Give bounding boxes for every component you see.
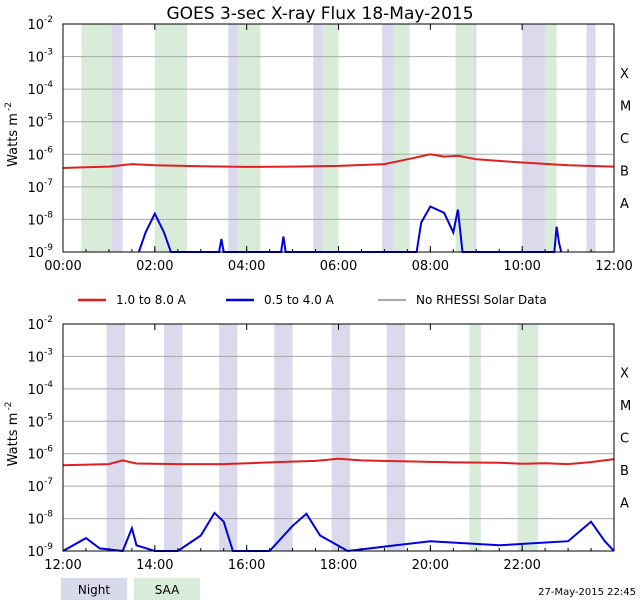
plot-frame — [62, 23, 615, 253]
night-band — [331, 324, 350, 551]
y-tick-label: 10 — [27, 415, 44, 430]
x-tick-label: 00:00 — [44, 259, 81, 274]
flare-class-label: C — [620, 432, 629, 447]
y-tick-label: 10 — [27, 246, 44, 261]
x-tick-label: 22:00 — [503, 558, 540, 573]
y-tick-label: 10 — [27, 480, 44, 495]
y-axis-label-group: Watts m -2 — [4, 102, 21, 167]
night-band — [386, 324, 406, 551]
y-tick-exponent: -4 — [44, 380, 53, 390]
night-band — [219, 324, 238, 551]
y-tick-label: 10 — [27, 318, 44, 333]
flare-class-label: M — [620, 99, 631, 114]
saa-band — [455, 24, 474, 252]
y-tick-label: 10 — [27, 383, 44, 398]
flare-class-label: B — [620, 464, 629, 479]
y-tick-label: 10 — [27, 51, 44, 66]
y-tick-label: 10 — [27, 213, 44, 228]
y-tick-label: 10 — [27, 18, 44, 33]
x-tick-label: 16:00 — [228, 558, 265, 573]
y-tick-exponent: -6 — [44, 445, 53, 455]
y-tick-label: 10 — [27, 181, 44, 196]
night-band — [106, 324, 125, 551]
night-band — [274, 324, 293, 551]
y-tick-exponent: -2 — [44, 15, 53, 25]
y-tick-label: 10 — [27, 83, 44, 98]
x-tick-label: 12:00 — [44, 558, 81, 573]
flare-class-label: B — [620, 165, 629, 180]
saa-band — [517, 324, 539, 551]
y-tick-exponent: -9 — [44, 243, 53, 253]
saa-band — [469, 324, 481, 551]
x-tick-label: 02:00 — [136, 259, 173, 274]
long-channel-series — [62, 457, 615, 467]
night-band — [522, 24, 546, 252]
shading-legend-swatch — [134, 578, 200, 600]
y-tick-exponent: -8 — [44, 210, 53, 220]
long-channel-series — [62, 153, 615, 169]
flare-class-label: M — [620, 399, 631, 414]
y-tick-exponent: -6 — [44, 145, 53, 155]
saa-band — [322, 24, 339, 252]
y-tick-exponent: -7 — [44, 178, 53, 188]
short-channel-series — [137, 205, 563, 253]
y-tick-exponent: -5 — [44, 113, 53, 123]
y-axis-label-exponent: -2 — [4, 402, 14, 411]
y-tick-exponent: -5 — [44, 412, 53, 422]
x-tick-label: 06:00 — [320, 259, 357, 274]
y-tick-label: 10 — [27, 545, 44, 560]
shading-legend-label: Night — [78, 583, 111, 597]
saa-band — [81, 24, 112, 252]
flare-class-label: A — [620, 496, 629, 511]
flare-class-label: X — [620, 67, 629, 82]
x-tick-label: 04:00 — [228, 259, 265, 274]
night-band — [313, 24, 323, 252]
night-band — [228, 24, 238, 252]
night-band — [586, 24, 596, 252]
y-tick-label: 10 — [27, 148, 44, 163]
y-tick-label: 10 — [27, 513, 44, 528]
y-tick-exponent: -3 — [44, 347, 53, 357]
saa-band — [545, 24, 557, 252]
legend-label: 1.0 to 8.0 A — [116, 293, 187, 307]
timestamp: 27-May-2015 22:45 — [538, 587, 636, 598]
x-tick-label: 20:00 — [412, 558, 449, 573]
y-tick-exponent: -3 — [44, 48, 53, 58]
plot-frame — [62, 323, 615, 552]
night-band — [111, 24, 123, 252]
flare-class-label: A — [620, 197, 629, 212]
y-tick-exponent: -8 — [44, 510, 53, 520]
legend-label: No RHESSI Solar Data — [416, 293, 547, 307]
y-tick-exponent: -2 — [44, 315, 53, 325]
night-band — [164, 324, 183, 551]
saa-band — [393, 24, 410, 252]
legend-label: 0.5 to 4.0 A — [264, 293, 335, 307]
y-axis-label: Watts m — [6, 113, 21, 167]
x-tick-label: 12:00 — [595, 259, 632, 274]
x-tick-label: 08:00 — [412, 259, 449, 274]
y-tick-label: 10 — [27, 350, 44, 365]
chart-title: GOES 3-sec X-ray Flux 18-May-2015 — [166, 4, 473, 24]
flare-class-label: C — [620, 132, 629, 147]
y-tick-exponent: -4 — [44, 80, 53, 90]
y-axis-label-exponent: -2 — [4, 102, 14, 111]
x-tick-label: 14:00 — [136, 558, 173, 573]
y-axis-label-group: Watts m -2 — [4, 402, 21, 467]
shading-legend-swatch — [61, 578, 127, 600]
saa-band — [237, 24, 261, 252]
y-tick-exponent: -9 — [44, 542, 53, 552]
night-band — [382, 24, 394, 252]
y-axis-label: Watts m — [6, 413, 21, 467]
shading-legend-label: SAA — [155, 583, 180, 597]
y-tick-label: 10 — [27, 448, 44, 463]
y-tick-exponent: -7 — [44, 477, 53, 487]
y-tick-label: 10 — [27, 116, 44, 131]
flare-class-label: X — [620, 367, 629, 382]
x-tick-label: 18:00 — [320, 558, 357, 573]
saa-band — [154, 24, 187, 252]
x-tick-label: 10:00 — [503, 259, 540, 274]
